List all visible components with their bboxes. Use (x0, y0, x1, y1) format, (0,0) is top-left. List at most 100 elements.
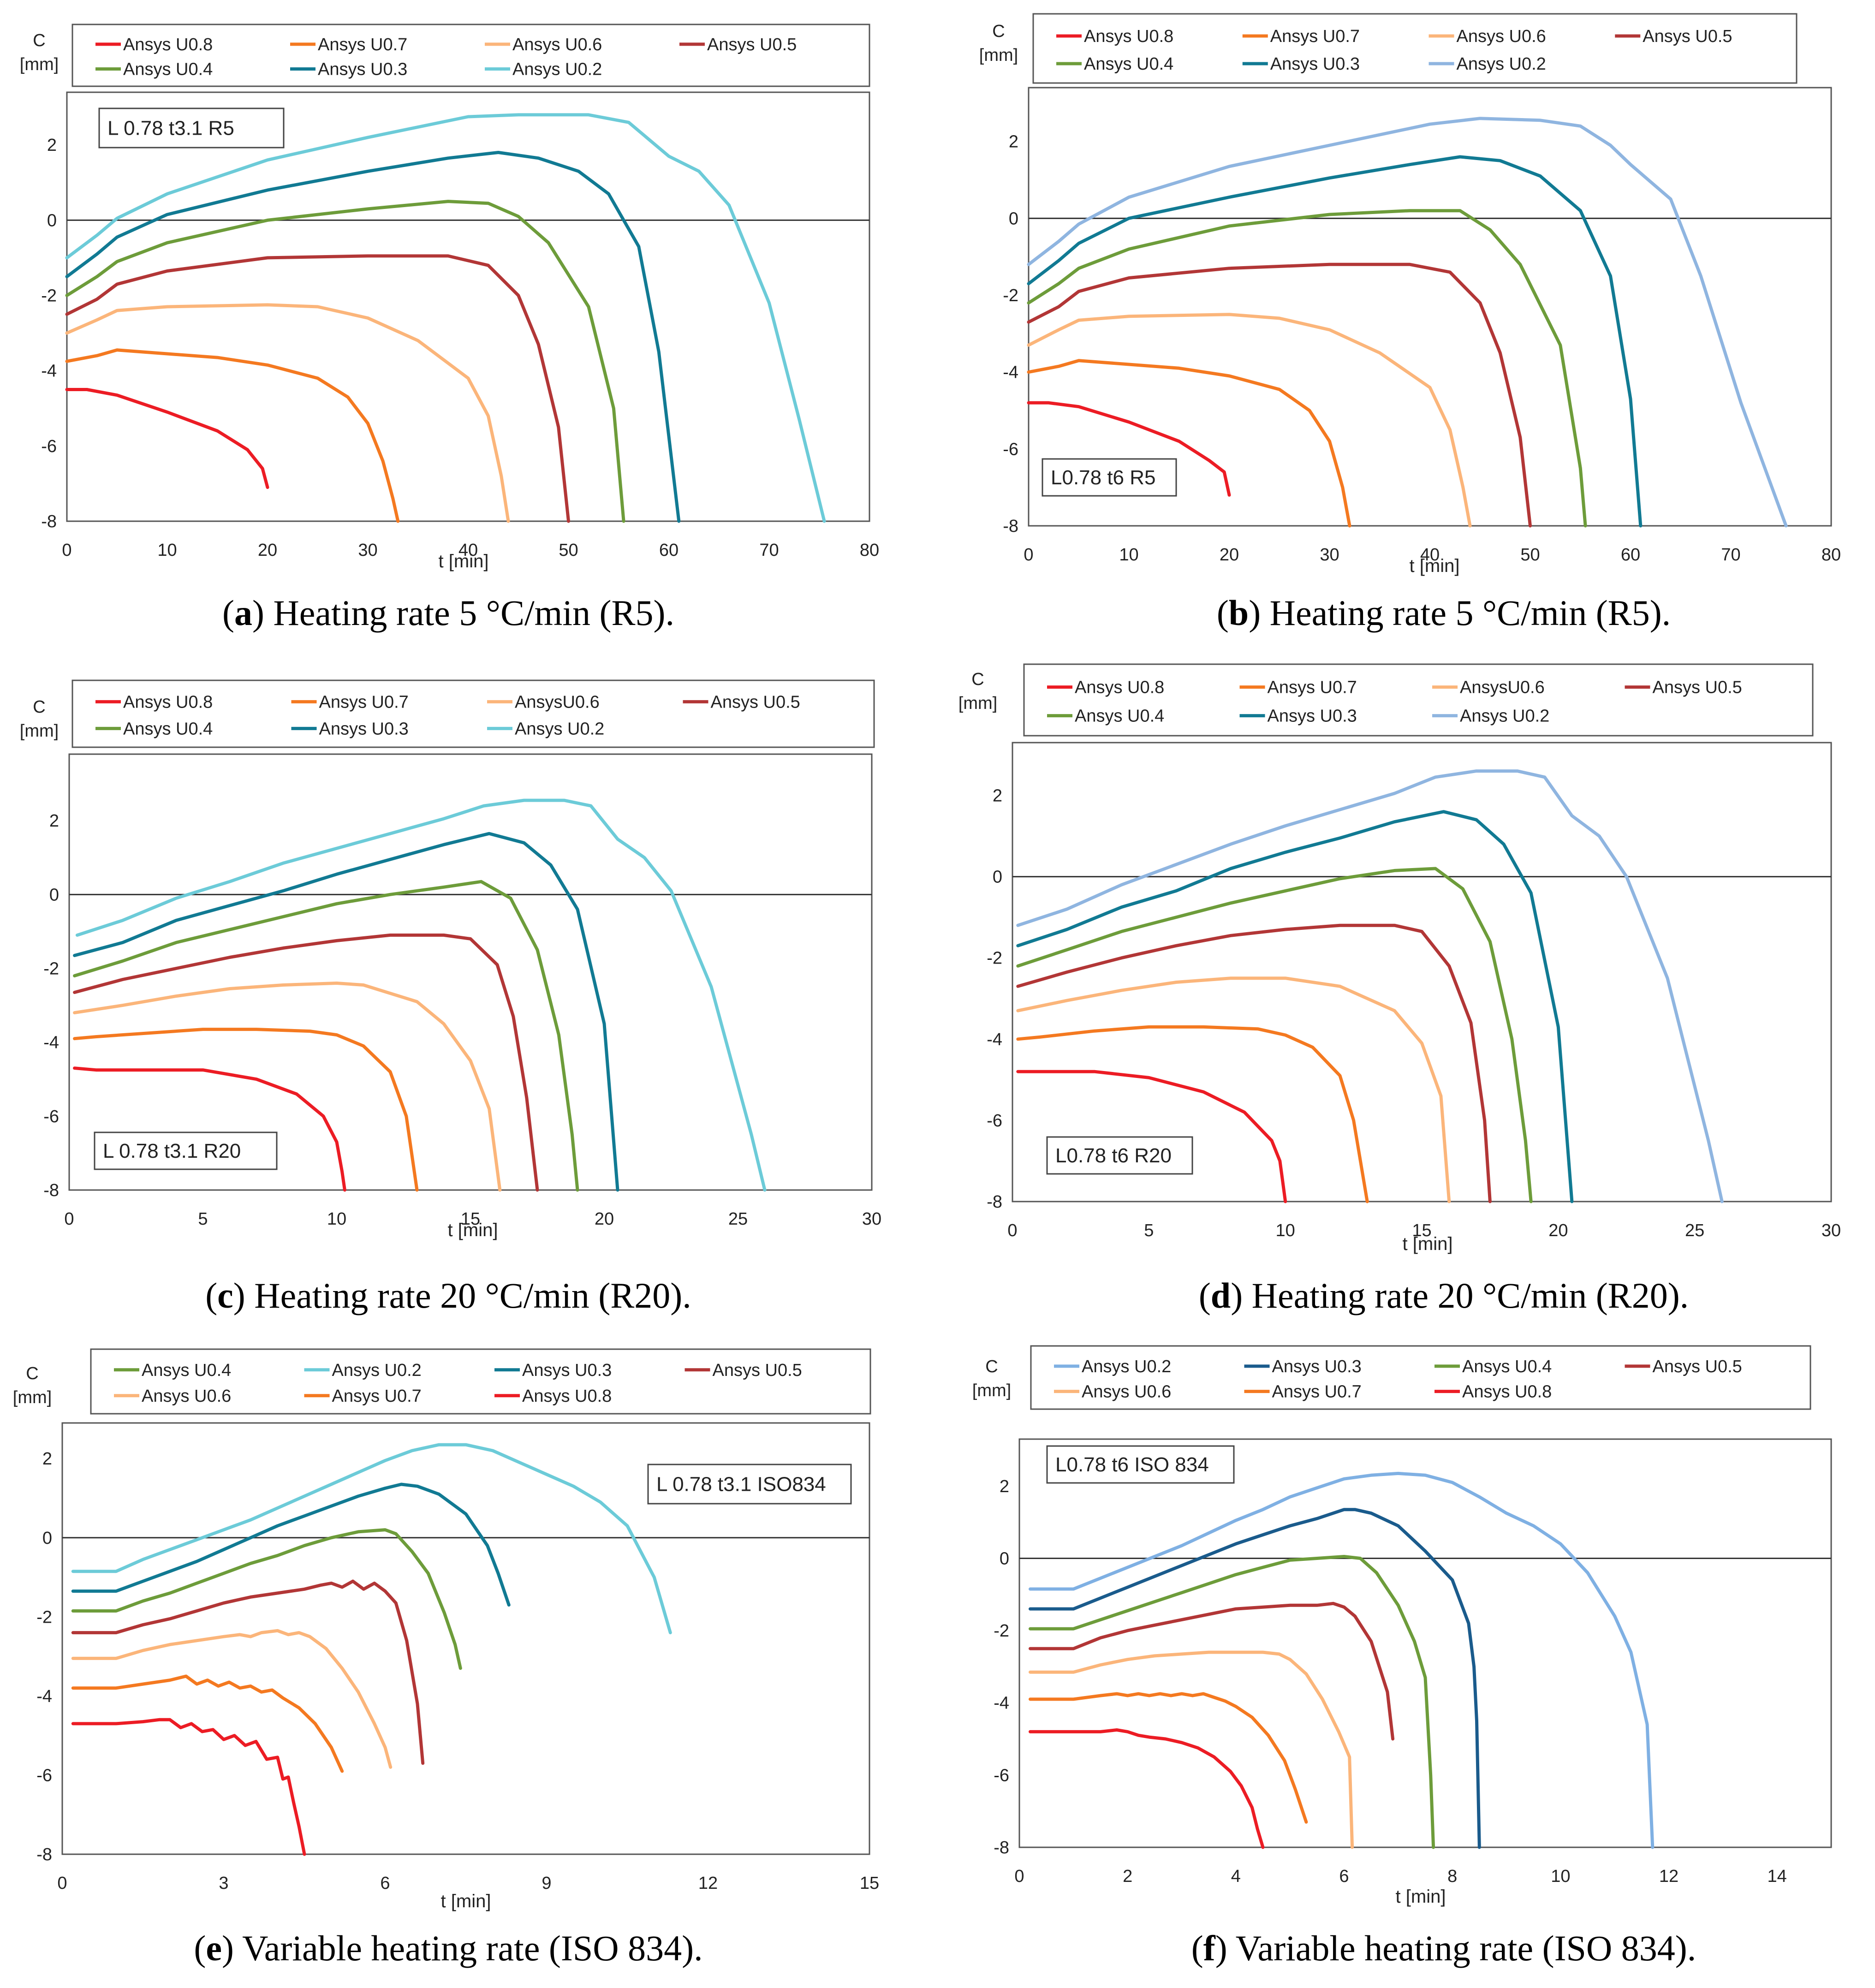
specimen-label: L0.78 t6 ISO 834 (1055, 1453, 1209, 1476)
series-line-u0-7 (73, 1028, 419, 1192)
series-line-u0-3 (71, 1482, 511, 1607)
series-line-u0-4 (71, 1528, 462, 1670)
x-tick-label: 50 (559, 541, 578, 560)
series-line-u0-4 (1027, 209, 1587, 528)
series-line-u0-4 (73, 880, 579, 1192)
x-tick-label: 6 (380, 1874, 390, 1893)
caption-close-paren: ) (252, 593, 264, 633)
y-tick-label: 2 (47, 136, 57, 155)
x-tick-label: 15 (860, 1874, 879, 1893)
legend-box (1032, 13, 1798, 84)
series-line-u0-3 (65, 151, 681, 523)
y-tick-label: -6 (987, 1111, 1002, 1131)
series-line-u0-2 (75, 798, 767, 1192)
y-tick-label: 0 (47, 211, 57, 230)
x-tick-label: 80 (860, 541, 879, 560)
caption-letter: e (206, 1928, 222, 1968)
x-tick-label: 5 (1144, 1221, 1154, 1240)
y-tick-label: 2 (993, 786, 1002, 805)
x-tick-label: 8 (1447, 1867, 1457, 1886)
x-tick-label: 20 (1220, 545, 1239, 565)
legend-label: Ansys U0.8 (123, 35, 213, 54)
legend-label: Ansys U0.5 (713, 1361, 802, 1380)
y-tick-label: -6 (994, 1766, 1009, 1785)
y-axis-unit: [mm] (20, 721, 59, 741)
y-tick-label: -2 (36, 1607, 52, 1627)
chart-panel-e: Ansys U0.4 Ansys U0.2 Ansys U0.3 Ansys U0.5… (13, 1348, 879, 1968)
legend-label: Ansys U0.4 (142, 1361, 231, 1380)
series-line-u0-5 (73, 933, 539, 1192)
series-line-u0-6 (73, 982, 502, 1192)
legend-label: Ansys U0.7 (1268, 678, 1357, 697)
caption-letter: b (1229, 593, 1249, 633)
x-tick-label: 12 (698, 1874, 718, 1893)
y-axis-label: C (992, 22, 1005, 41)
legend-label: Ansys U0.2 (332, 1361, 422, 1380)
x-tick-label: 4 (1231, 1867, 1241, 1886)
specimen-label: L 0.78 t3.1 R20 (103, 1140, 241, 1162)
x-tick-label: 70 (759, 541, 779, 560)
series-line-u0-2 (1029, 1471, 1655, 1849)
x-tick-label: 0 (1014, 1867, 1024, 1886)
caption-close-paren: ) (1249, 593, 1261, 633)
x-tick-label: 0 (1024, 545, 1033, 565)
series-line-u0-8 (1029, 1728, 1265, 1849)
panel-caption: (a) Heating rate 5 °C/min (R5). (222, 593, 674, 633)
y-axis-label: C (33, 31, 45, 50)
x-axis-label: t [min] (1410, 556, 1460, 576)
caption-close-paren: ) (233, 1275, 245, 1315)
x-tick-label: 60 (659, 541, 679, 560)
caption-text: Heating rate 5 °C/min (R5). (264, 593, 674, 633)
legend-label: Ansys U0.3 (319, 719, 409, 738)
specimen-label-box (98, 107, 285, 149)
legend-label: Ansys U0.2 (512, 60, 602, 79)
x-tick-label: 14 (1768, 1867, 1787, 1886)
specimen-label: L 0.78 t3.1 ISO834 (656, 1473, 826, 1496)
plot-area (68, 753, 873, 1191)
x-axis-label: t [min] (1403, 1234, 1453, 1254)
x-tick-label: 20 (595, 1209, 614, 1229)
y-tick-label: -6 (41, 437, 57, 456)
x-tick-label: 40 (458, 541, 478, 560)
x-axis-label: t [min] (441, 1891, 491, 1911)
x-tick-label: 15 (461, 1209, 480, 1229)
y-tick-label: -2 (987, 949, 1002, 968)
y-tick-label: -4 (36, 1687, 52, 1706)
x-tick-label: 6 (1339, 1867, 1349, 1886)
legend-label: Ansys U0.3 (522, 1361, 612, 1380)
y-axis-unit: [mm] (13, 1388, 52, 1407)
legend-box (1030, 1345, 1811, 1410)
legend-label: Ansys U0.3 (1270, 54, 1360, 74)
x-tick-label: 5 (198, 1209, 208, 1229)
y-tick-label: 0 (1009, 209, 1018, 228)
x-tick-label: 15 (1412, 1221, 1431, 1240)
panel-caption: (d) Heating rate 20 °C/min (R20). (1199, 1275, 1689, 1315)
legend-label: Ansys U0.3 (318, 60, 407, 79)
x-tick-label: 30 (358, 541, 377, 560)
y-axis-unit: [mm] (972, 1381, 1011, 1400)
series-line-u0-8 (71, 1718, 306, 1856)
series-line-u0-8 (73, 1066, 346, 1192)
legend-label: Ansys U0.2 (1457, 54, 1546, 74)
specimen-label: L0.78 t6 R5 (1051, 466, 1156, 489)
x-tick-label: 70 (1721, 545, 1740, 565)
panel-caption: (f) Variable heating rate (ISO 834). (1191, 1928, 1696, 1968)
legend-label: Ansys U0.2 (515, 719, 604, 738)
x-axis-label: t [min] (448, 1220, 498, 1240)
plot-area (1012, 742, 1832, 1202)
series-line-u0-2 (65, 113, 826, 523)
legend-label: Ansys U0.8 (1084, 27, 1173, 46)
legend-label: Ansys U0.8 (1462, 1382, 1552, 1402)
x-tick-label: 50 (1520, 545, 1540, 565)
y-tick-label: -4 (987, 1030, 1002, 1049)
y-tick-label: -2 (43, 959, 59, 978)
legend-label: Ansys U0.8 (522, 1387, 612, 1406)
specimen-label-box (1042, 458, 1177, 497)
series-line-u0-4 (65, 200, 625, 523)
caption-letter: a (234, 593, 252, 633)
y-axis-label: C (985, 1357, 998, 1376)
y-tick-label: 0 (1000, 1549, 1009, 1568)
y-tick-label: -6 (1003, 440, 1018, 459)
legend-label: Ansys U0.5 (1653, 1357, 1742, 1376)
y-tick-label: 0 (42, 1529, 52, 1548)
